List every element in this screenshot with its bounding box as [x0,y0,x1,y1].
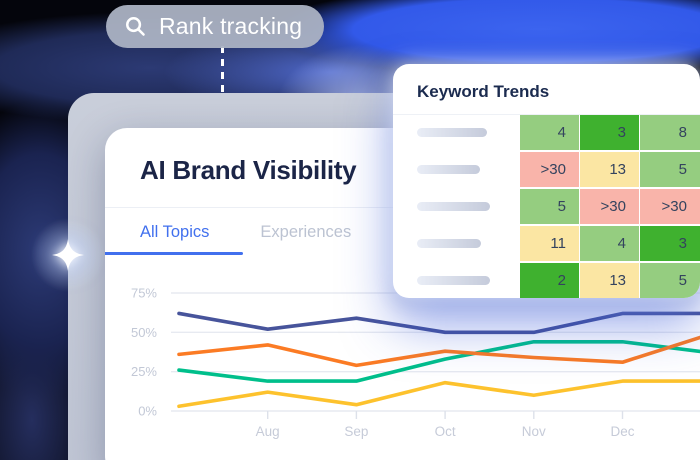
rank-cell: 2 [520,263,579,298]
tab-experiences[interactable]: Experiences [260,223,352,241]
rank-tracking-badge[interactable]: Rank tracking [106,5,325,48]
chart-line-series-navy [177,311,700,335]
active-tab-underline [105,252,243,255]
keyword-row: 2 13 5 [393,263,700,298]
rank-cell: >30 [580,189,639,224]
skeleton-bar [417,276,490,285]
card-title: AI Brand Visibility [140,155,357,185]
y-tick-label: 50% [131,325,157,340]
badge-label: Rank tracking [159,13,303,39]
keyword-label-skeleton [393,226,519,261]
y-tick-label: 0% [138,404,157,419]
rank-cell: >30 [520,152,579,187]
rank-cell: 13 [580,152,639,187]
keyword-trends-title: Keyword Trends [417,82,550,101]
rank-cell: 11 [520,226,579,261]
rank-cell: 5 [520,189,579,224]
x-tick-label: Sep [344,424,368,439]
keyword-rows: 4 3 8 >30 13 5 5 >30 >30 11 4 3 2 13 5 [393,115,700,298]
skeleton-bar [417,165,480,174]
keyword-trends-card: Keyword Trends 4 3 8 >30 13 5 5 >30 >30 11 4 3 2 13 5 [393,64,700,298]
x-tick-label: Nov [522,424,546,439]
y-tick-label: 75% [131,286,157,301]
keyword-label-skeleton [393,263,519,298]
rank-cell: 3 [580,115,639,150]
rank-cell: 8 [640,115,700,150]
y-tick-label: 25% [131,364,157,379]
keyword-label-skeleton [393,115,519,150]
keyword-row: 11 4 3 [393,226,700,261]
rank-cell: >30 [640,189,700,224]
chart-line-series-green [177,339,700,383]
sparkle-icon [52,239,84,276]
chart-line-series-yellow [177,379,700,409]
tab-all-topics[interactable]: All Topics [140,223,210,241]
keyword-header-divider [393,114,700,115]
keyword-label-skeleton [393,189,519,224]
visibility-chart: 75% 50% 25% 0% Aug Sep Oct Nov Dec [105,285,700,455]
rank-cell: 13 [580,263,639,298]
rank-cell: 3 [640,226,700,261]
search-icon [124,15,147,38]
rank-cell: 4 [580,226,639,261]
dashed-connector-line [221,46,224,94]
skeleton-bar [417,239,481,248]
keyword-label-skeleton [393,152,519,187]
line-chart: 75% 50% 25% 0% Aug Sep Oct Nov Dec [131,286,700,439]
skeleton-bar [417,202,490,211]
rank-cell: 4 [520,115,579,150]
tab-bar: All Topics Experiences [140,223,351,242]
rank-cell: 5 [640,263,700,298]
x-tick-label: Dec [610,424,634,439]
x-tick-label: Oct [435,424,456,439]
skeleton-bar [417,128,487,137]
rank-cell: 5 [640,152,700,187]
chart-line-series-orange [177,335,700,368]
keyword-row: >30 13 5 [393,152,700,187]
keyword-row: 5 >30 >30 [393,189,700,224]
x-tick-label: Aug [256,424,280,439]
